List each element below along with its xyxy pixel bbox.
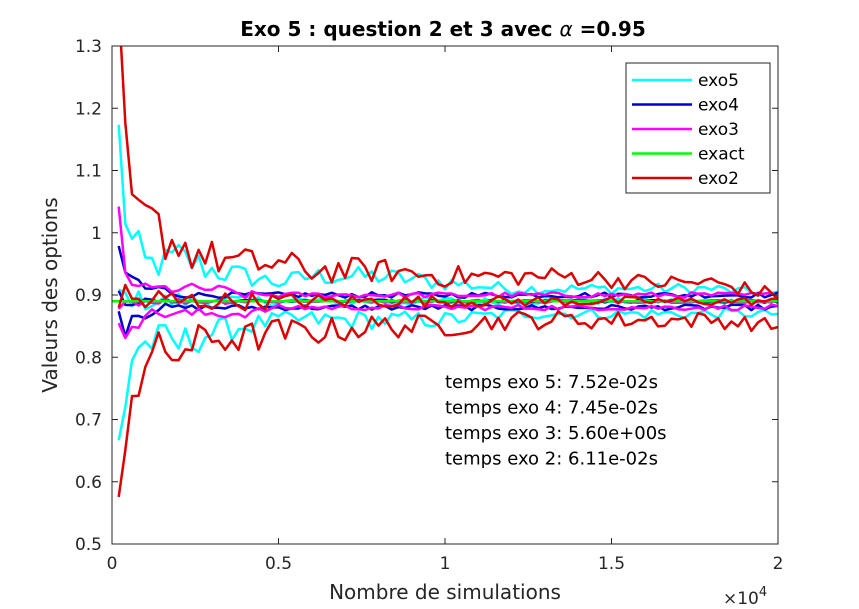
series-exo2 [117,46,778,498]
annotation-text: temps exo 3: 5.60e+00s [445,423,667,444]
x-tick-label: 2 [773,554,784,574]
annotation-text: temps exo 5: 7.52e-02s [445,372,658,393]
chart-title-suffix: =0.95 [573,17,646,41]
annotation-text: temps exo 4: 7.45e-02s [445,398,658,419]
legend-label-exo2: exo2 [698,169,739,189]
y-tick-label: 1 [91,224,102,244]
legend-label-exact: exact [698,145,745,165]
y-tick-label: 1.1 [75,162,102,182]
series-line-exo3-upper [117,206,778,300]
series-line-exo5-lower [117,307,778,441]
series-layer [112,46,778,498]
plot-area [112,46,778,498]
x-tick-label: 1.5 [598,554,625,574]
x-axis-multiplier: ×104 [723,585,767,609]
annotations: temps exo 5: 7.52e-02s temps exo 4: 7.45e… [445,372,667,470]
series-line-exo2-mid [117,283,778,312]
x-tick-label: 0 [107,554,118,574]
chart-title-prefix: Exo 5 : question 2 et 3 avec [240,17,559,41]
y-tick-label: 0.8 [75,348,102,368]
y-tick-label: 0.6 [75,473,102,493]
x-tick-label: 0.5 [265,554,292,574]
y-tick-label: 1.3 [75,37,102,57]
legend-label-exo5: exo5 [698,71,739,91]
chart-title-symbol: α [559,17,572,41]
y-axis-label: Valeurs des options [38,197,62,392]
x-axis: 0 0.5 1 1.5 2 [107,46,784,574]
legend: exo5 exo4 exo3 exact exo2 [625,62,771,194]
legend-label-exo3: exo3 [698,120,739,140]
series-line-exo2-lower [117,310,778,498]
y-tick-label: 1.2 [75,99,102,119]
annotation-text: temps exo 2: 6.11e-02s [445,449,658,470]
y-axis: 0.5 0.6 0.7 0.8 0.9 1 1.1 1.2 1.3 [75,37,778,555]
series-line-exo3-lower [117,303,778,340]
x-tick-label: 1 [440,554,451,574]
x-axis-label: Nombre de simulations [329,580,561,604]
legend-label-exo4: exo4 [698,96,739,116]
x-axis-multiplier-base: ×10 [723,589,759,609]
y-tick-label: 0.7 [75,411,102,431]
y-tick-label: 0.5 [75,535,102,555]
chart-title: Exo 5 : question 2 et 3 avec α =0.95 [240,17,646,41]
x-axis-multiplier-exponent: 4 [759,585,767,600]
y-tick-label: 0.9 [75,286,102,306]
series-line-exo2-upper [119,46,778,301]
